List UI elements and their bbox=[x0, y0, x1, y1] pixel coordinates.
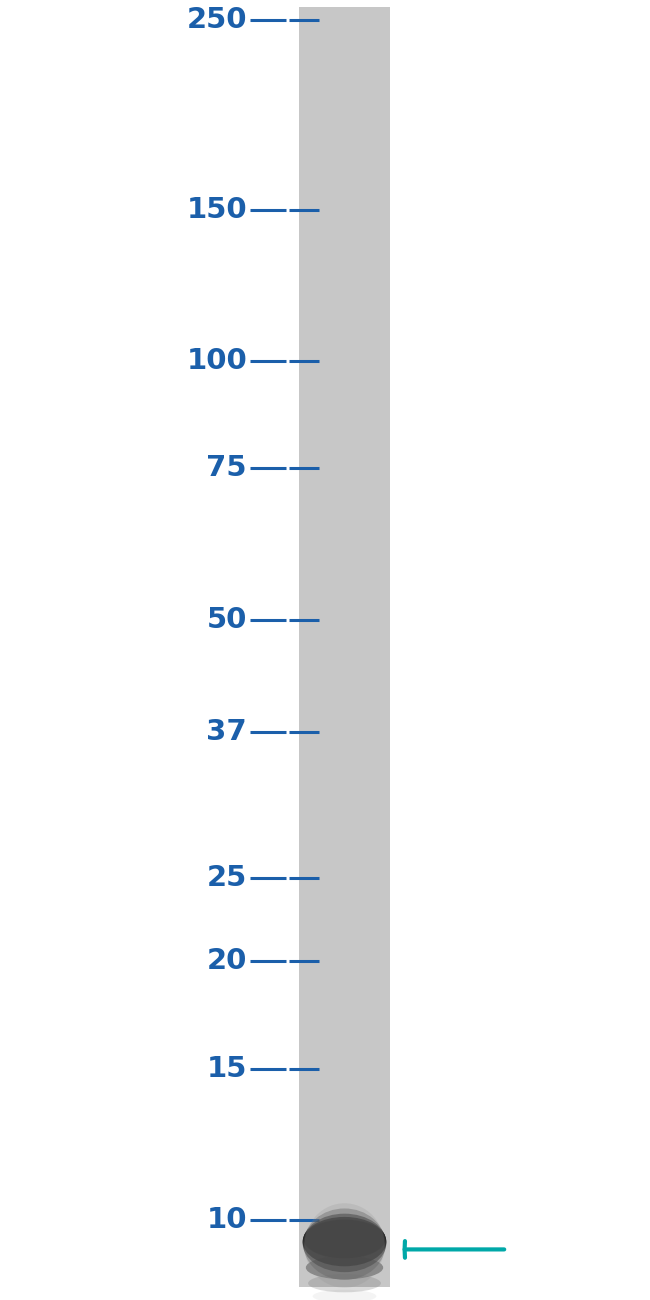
Bar bbox=[299, 6, 390, 1287]
Ellipse shape bbox=[304, 1204, 385, 1288]
Text: 50: 50 bbox=[207, 606, 247, 633]
Text: 37: 37 bbox=[206, 718, 247, 746]
Ellipse shape bbox=[313, 1290, 376, 1300]
Text: 100: 100 bbox=[187, 347, 247, 376]
Ellipse shape bbox=[308, 1274, 381, 1292]
Text: 250: 250 bbox=[187, 5, 247, 34]
Text: 10: 10 bbox=[207, 1206, 247, 1234]
Text: 20: 20 bbox=[207, 948, 247, 975]
Text: 25: 25 bbox=[207, 864, 247, 892]
Text: 150: 150 bbox=[187, 196, 247, 224]
Ellipse shape bbox=[303, 1217, 386, 1266]
Text: 75: 75 bbox=[207, 455, 247, 482]
Ellipse shape bbox=[303, 1214, 386, 1273]
Ellipse shape bbox=[304, 1209, 385, 1280]
Ellipse shape bbox=[304, 1219, 385, 1258]
Text: 15: 15 bbox=[207, 1054, 247, 1083]
Ellipse shape bbox=[306, 1256, 384, 1279]
